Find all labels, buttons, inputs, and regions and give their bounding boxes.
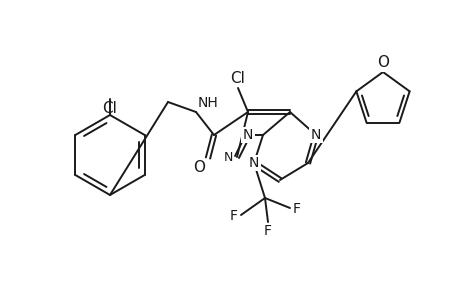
Text: N: N (223, 151, 233, 164)
Text: N: N (242, 128, 252, 142)
Text: Cl: Cl (102, 101, 117, 116)
Text: N: N (248, 156, 258, 170)
Text: F: F (263, 224, 271, 238)
Text: NH: NH (197, 96, 218, 110)
Text: Cl: Cl (230, 71, 245, 86)
Text: O: O (376, 55, 388, 70)
Text: O: O (193, 160, 205, 175)
Text: F: F (230, 209, 237, 223)
Text: F: F (292, 202, 300, 216)
Text: N: N (310, 128, 320, 142)
